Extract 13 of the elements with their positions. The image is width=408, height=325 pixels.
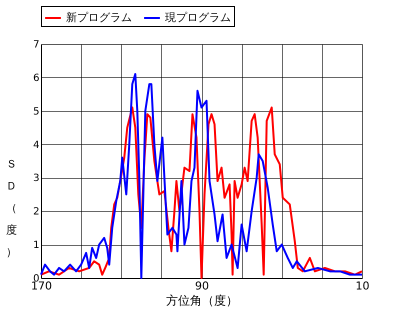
legend-label: 現プログラム bbox=[165, 11, 231, 24]
y-tick-label: 7 bbox=[33, 40, 40, 50]
y-tick-label: 1 bbox=[33, 240, 40, 252]
y-tick-label: 3 bbox=[33, 173, 40, 184]
x-axis-title: 方位角（度） bbox=[166, 294, 238, 308]
y-tick-label: 5 bbox=[33, 106, 40, 118]
x-tick-label: 10 bbox=[356, 280, 370, 292]
legend-label: 新プログラム bbox=[66, 11, 132, 24]
y-tick-label: 4 bbox=[33, 140, 40, 151]
y-tick-label: 2 bbox=[33, 206, 40, 218]
x-tick-label: 90 bbox=[195, 280, 209, 292]
y-tick-label: 6 bbox=[33, 72, 40, 84]
y-axis-title: ＳＤ（度） bbox=[6, 158, 17, 258]
